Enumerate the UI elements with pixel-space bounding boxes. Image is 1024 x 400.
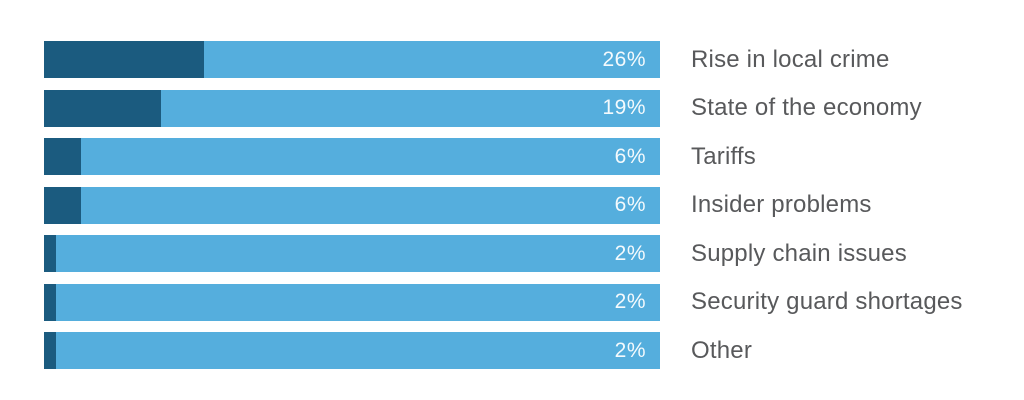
bar-fill (44, 186, 81, 224)
bar-row: 2% Other (44, 332, 963, 369)
bar-value-label: 26% (602, 47, 646, 71)
bar-row: 6% Tariffs (44, 138, 963, 175)
bar-category-label: Other (691, 336, 753, 364)
bar-value-label: 6% (614, 193, 646, 216)
bar-track: 6% (44, 138, 660, 175)
bar-fill (44, 283, 57, 321)
bar-value-label: 2% (614, 338, 646, 362)
bar-row: 2% Supply chain issues (44, 235, 963, 272)
bar-value-label: 2% (614, 290, 646, 313)
bar-row: 26% Rise in local crime (44, 41, 963, 78)
bar-category-label: Security guard shortages (691, 288, 963, 315)
bar-value-label: 19% (602, 96, 646, 119)
bar-fill (44, 138, 81, 175)
bar-category-label: Tariffs (691, 142, 756, 170)
bar-category-label: State of the economy (691, 94, 922, 121)
bar-category-label: Insider problems (691, 191, 872, 218)
bar-category-label: Rise in local crime (691, 45, 890, 73)
bar-fill (44, 41, 205, 78)
bar-fill (44, 89, 162, 127)
bar-value-label: 6% (614, 144, 646, 168)
bar-track: 2% (44, 332, 660, 369)
bar-track: 2% (44, 283, 660, 321)
bar-fill (44, 332, 57, 369)
bar-track: 26% (44, 41, 660, 78)
bar-value-label: 2% (614, 241, 646, 265)
bar-row: 6% Insider problems (44, 186, 963, 224)
bar-row: 2% Security guard shortages (44, 283, 963, 321)
bar-track: 19% (44, 89, 660, 127)
bar-fill (44, 235, 57, 272)
bar-row: 19% State of the economy (44, 89, 963, 127)
bar-track: 2% (44, 235, 660, 272)
bar-track: 6% (44, 186, 660, 224)
bar-category-label: Supply chain issues (691, 239, 907, 267)
bar-chart: 26% Rise in local crime 19% State of the… (44, 41, 963, 369)
